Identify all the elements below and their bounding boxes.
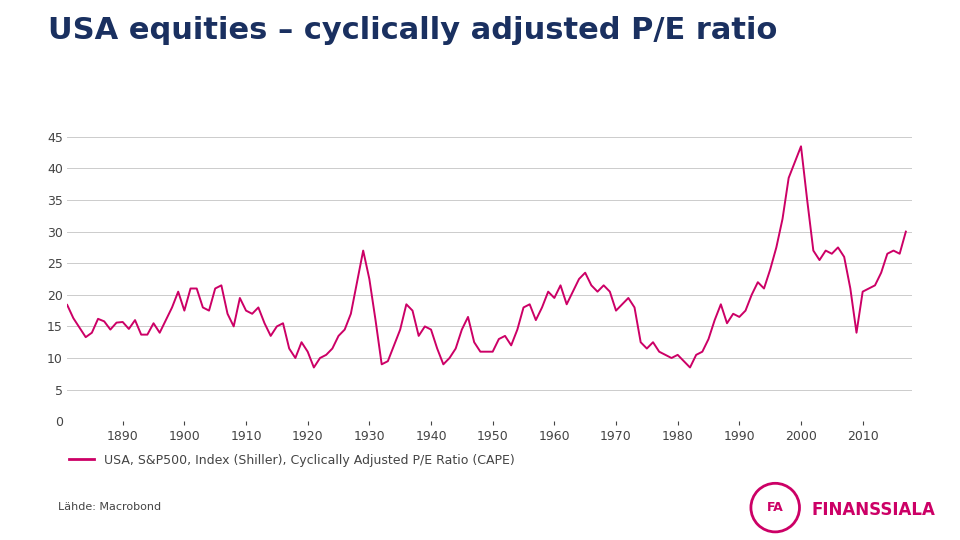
Legend: USA, S&P500, Index (Shiller), Cyclically Adjusted P/E Ratio (CAPE): USA, S&P500, Index (Shiller), Cyclically… [64,449,519,471]
Text: FA: FA [767,501,783,514]
Text: Lähde: Macrobond: Lähde: Macrobond [58,502,160,512]
Text: FINANSSIALA: FINANSSIALA [811,501,935,519]
Text: USA equities – cyclically adjusted P/E ratio: USA equities – cyclically adjusted P/E r… [48,16,778,45]
